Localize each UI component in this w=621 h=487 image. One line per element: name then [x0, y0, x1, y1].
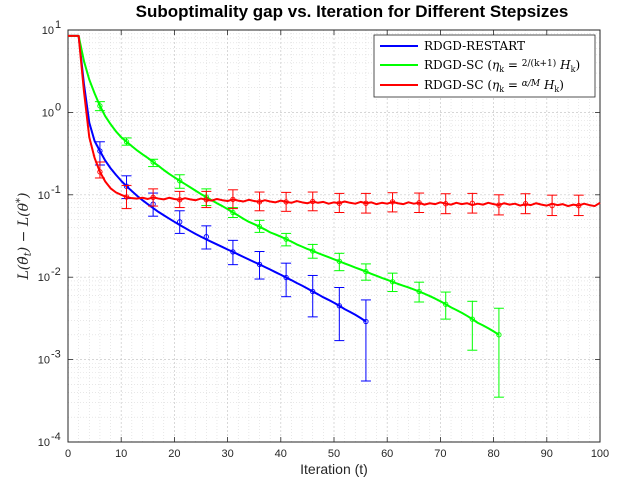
legend-label-restart: RDGD-RESTART: [424, 39, 525, 53]
errorbar: [281, 262, 292, 298]
data-point-marker: [177, 178, 183, 184]
y-tick-label: 10: [38, 437, 50, 449]
x-tick-label: 30: [221, 448, 233, 460]
x-tick-label: 50: [328, 448, 340, 460]
y-tick-exponent: -1: [51, 184, 61, 196]
x-axis-ticks: 0 10 20 30 40 50 60 70 80 90 100: [65, 30, 609, 460]
series-0: [68, 34, 371, 382]
legend: RDGD-RESTART RDGD-SC (ηk = 2/(k+1) Hk) R…: [373, 34, 596, 98]
x-tick-label: 40: [275, 448, 287, 460]
data-point-marker: [97, 148, 103, 154]
series-line: [68, 34, 500, 336]
data-point-marker: [443, 301, 449, 307]
y-tick-exponent: 1: [55, 19, 61, 31]
data-point-marker: [150, 159, 156, 165]
series-layer: [68, 34, 601, 398]
x-tick-label: 90: [541, 448, 553, 460]
legend-entry-restart: RDGD-RESTART: [380, 39, 525, 53]
x-tick-label: 20: [168, 448, 180, 460]
x-axis-label: Iteration (t): [300, 461, 368, 477]
series-line: [68, 34, 367, 323]
x-tick-label: 70: [434, 448, 446, 460]
y-tick-label: 10: [42, 107, 54, 119]
errorbar: [174, 174, 185, 189]
y-axis-label: L(θ̂t) − L(θ*): [15, 193, 34, 281]
errorbar: [547, 194, 558, 217]
y-tick-label: 10: [38, 355, 50, 367]
y-tick-exponent: 0: [55, 101, 61, 113]
errorbar: [307, 274, 318, 318]
errorbar: [334, 286, 345, 342]
y-tick-label: 10: [42, 25, 54, 37]
errorbar: [360, 299, 371, 382]
data-point-marker: [496, 332, 502, 338]
major-grid: [68, 30, 600, 442]
legend-label-sc-const: RDGD-SC (ηk = α/M Hk): [424, 78, 564, 94]
data-point-marker: [336, 303, 342, 309]
x-tick-label: 80: [487, 448, 499, 460]
y-tick-label: 10: [38, 190, 50, 202]
x-tick-label: 100: [591, 448, 609, 460]
data-point-marker: [230, 209, 236, 216]
errorbar: [493, 307, 504, 398]
errorbar: [440, 291, 451, 320]
y-tick-exponent: -2: [51, 266, 61, 278]
errorbar: [467, 300, 478, 351]
series-line: [68, 34, 601, 208]
errorbar: [174, 210, 185, 234]
y-tick-exponent: -4: [51, 431, 61, 443]
y-tick-label: 10: [38, 272, 50, 284]
x-tick-label: 60: [381, 448, 393, 460]
series-2: [68, 34, 601, 217]
x-tick-label: 10: [115, 448, 127, 460]
series-1: [68, 34, 504, 398]
data-point-marker: [123, 139, 130, 145]
chart-title: Suboptimality gap vs. Iteration for Diff…: [136, 2, 569, 21]
data-point-marker: [363, 318, 369, 325]
x-tick-label: 0: [65, 448, 71, 460]
data-point-marker: [469, 316, 475, 322]
y-tick-exponent: -3: [51, 349, 61, 361]
data-point-marker: [310, 288, 316, 295]
